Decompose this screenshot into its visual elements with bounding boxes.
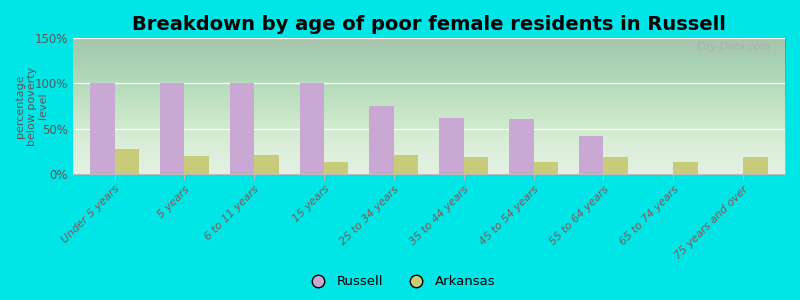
Bar [579,136,603,174]
Bar [370,106,394,174]
Title: Breakdown by age of poor female residents in Russell: Breakdown by age of poor female resident… [132,15,726,34]
Bar [394,155,418,174]
Bar [184,156,209,174]
Bar [254,155,278,174]
Bar [160,83,184,174]
Bar [299,83,324,174]
Bar [743,158,767,174]
Bar [603,158,628,174]
Bar [230,83,254,174]
Text: City-Data.com: City-Data.com [697,42,770,52]
Bar [509,118,534,174]
Bar [464,158,488,174]
Bar [674,162,698,174]
Bar [324,162,349,174]
Bar [114,149,139,174]
Legend: Russell, Arkansas: Russell, Arkansas [299,270,501,293]
Bar [90,83,114,174]
Bar [534,162,558,174]
Bar [439,118,464,174]
Y-axis label: percentage
below poverty
level: percentage below poverty level [15,66,48,146]
